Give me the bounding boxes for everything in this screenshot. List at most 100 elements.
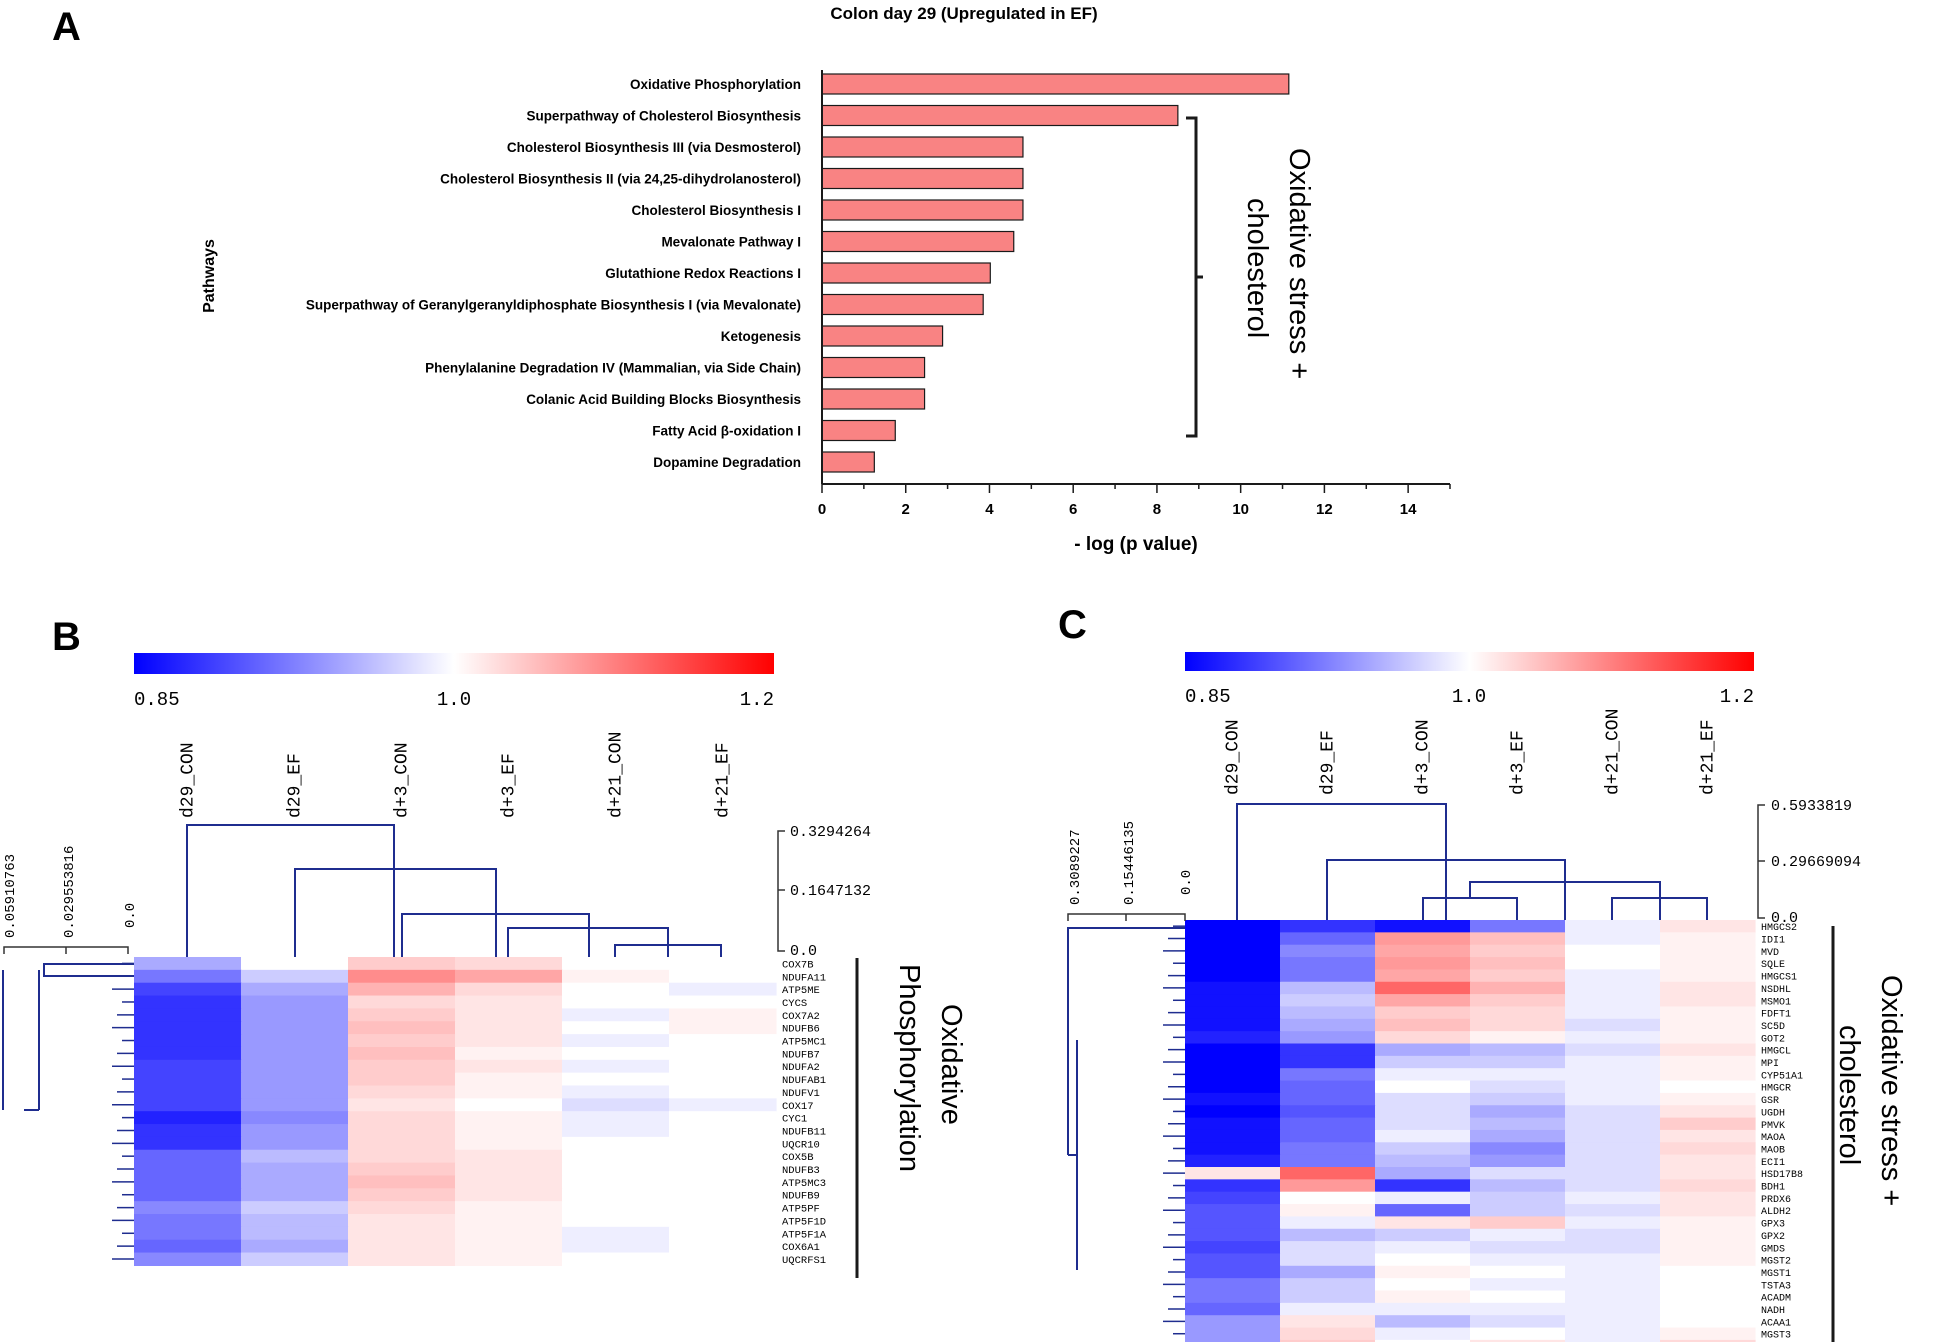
category-label: Fatty Acid β-oxidation I [652,424,801,439]
heatmap-cell [1470,1068,1566,1082]
heatmap-cell [1280,969,1376,983]
heatmap-cell [1565,1080,1661,1094]
row-label: MGST3 [1761,1331,1791,1342]
bar [821,388,926,410]
heatmap-cell [1185,1241,1281,1255]
annotation-b-line2: Phosphorylation [893,964,925,1172]
heatmap-cell [562,1085,670,1099]
column-label: d29_EF [1319,730,1339,795]
row-label: NDUFA11 [782,972,826,984]
heatmap-cell [1280,1290,1376,1304]
colorbar-c [1185,652,1754,671]
row-dendrogram [1067,927,1185,1270]
heatmap-b: 0.85 1.0 1.2 d29_CON d29_EF d+3_CON d+3_EF d… [2,653,967,1278]
row-label: MSMO1 [1761,997,1791,1008]
heatmap-cell [1280,944,1376,958]
heatmap-cell [1375,981,1471,995]
heatmap-cell [1185,1043,1281,1057]
category-label: Oxidative Phosphorylation [630,77,801,92]
heatmap-cell [134,1214,242,1228]
heatmap-cell [1280,1179,1376,1193]
heatmap-cell [134,1098,242,1112]
heatmap-cell [134,995,242,1009]
category-label: Cholesterol Biosynthesis II (via 24,25-d… [440,172,801,187]
heatmap-cell [669,1214,777,1228]
heatmap-cell [562,957,670,971]
heatmap-cell [562,1034,670,1048]
column-label: d+3_EF [1509,730,1529,795]
heatmap-cell [1280,1092,1376,1106]
row-label: NDUFB6 [782,1024,820,1036]
heatmap-cell [455,1124,563,1138]
heatmap-cell [134,1059,242,1074]
row-label: SQLE [1761,960,1785,971]
heatmap-cell [455,982,563,997]
heatmap-cell [134,1111,242,1125]
bar [821,73,1290,95]
row-label: PRDX6 [1761,1195,1791,1206]
heatmap-cell [1565,957,1661,970]
row-label: COX5B [782,1152,814,1164]
heatmap-cell [348,1111,456,1125]
bracket [1186,116,1203,438]
x-tick-label: 8 [1153,501,1161,518]
heatmap-cell [134,1085,242,1099]
bar-chart: Colon day 29 (Upregulated in EF) Pathway… [201,4,1451,555]
heatmap-cell [241,1175,349,1189]
heatmap-cell [1375,1327,1471,1341]
heatmap-cell [1185,1191,1281,1205]
heatmap-cell [1470,1142,1566,1156]
row-dendrogram-scale: 0.3089227 0.15446135 0.0 [1067,821,1195,921]
heatmap-cell [134,1226,242,1241]
heatmap-cell [1185,994,1281,1008]
heatmap-cell [1280,1167,1376,1180]
row-label: HMGCS2 [1761,923,1797,934]
chart-title: Colon day 29 (Upregulated in EF) [830,4,1097,23]
heatmap-cell [455,1008,563,1022]
row-label: NDUFB9 [782,1191,820,1203]
heatmap-cell [348,1072,456,1087]
heatmap-cell [455,1175,563,1189]
heatmap-cell [1565,1018,1661,1032]
heatmap-cell [241,1085,349,1099]
heatmap-cell [1470,1092,1566,1106]
row-label: COX7B [782,959,814,971]
heatmap-cell [1470,957,1566,970]
heatmap-cell [1375,957,1471,970]
row-scale-zero: 0.0 [123,903,139,928]
heatmap-cell [1660,1290,1756,1304]
heatmap-cell [1565,1167,1661,1180]
row-label: MAOA [1761,1133,1785,1144]
heatmap-cell [455,995,563,1009]
heatmap-cell [1470,1315,1566,1329]
heatmap-cell [1565,981,1661,995]
heatmap-cell [1185,1055,1281,1069]
heatmap-cell [669,1136,777,1151]
heatmap-cell [1375,1241,1471,1255]
heatmap-cell [1185,1315,1281,1329]
heatmap-cell [1660,1117,1756,1131]
heatmap-cell [669,969,777,984]
heatmap-cell [348,1214,456,1228]
heatmap-cell [1375,1117,1471,1131]
heatmap-cell [1660,1129,1756,1143]
heatmap-cell [1565,1068,1661,1082]
heatmap-cell [348,1046,456,1061]
heatmap-cell [1565,1129,1661,1143]
heatmap-c: 0.85 1.0 1.2 d29_CON d29_EF d+3_CON d+3_EF d… [1067,652,1907,1342]
heatmap-cell [669,1059,777,1074]
heatmap-cell [1185,1290,1281,1304]
heatmap-cell [1280,1055,1376,1069]
heatmap-cell [1280,1339,1376,1342]
column-label: d29_CON [179,742,199,818]
heatmap-cell [1185,1018,1281,1032]
heatmap-cell [669,1098,777,1112]
row-label: MVD [1761,948,1779,959]
row-label: COX17 [782,1101,814,1113]
heatmap-cell [1660,920,1756,933]
heatmap-cell [1375,944,1471,958]
heatmap-cell [1470,944,1566,958]
column-dendrogram [186,824,722,957]
heatmap-cell [241,969,349,984]
